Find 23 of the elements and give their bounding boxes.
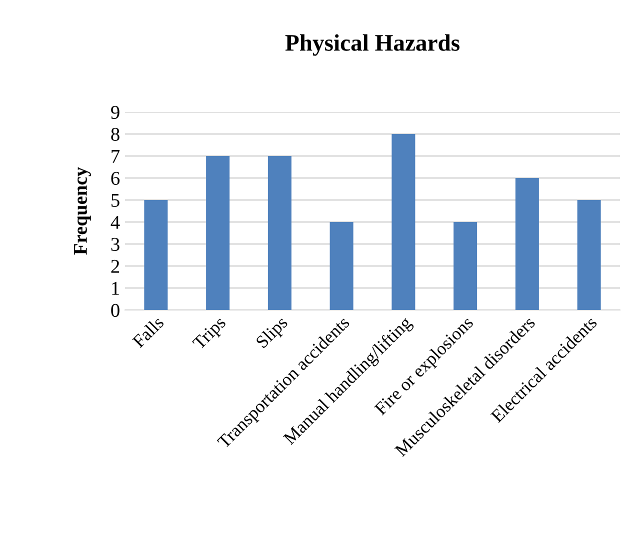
y-tick-label: 3 [111,238,120,251]
y-tick-label: 8 [111,128,120,141]
bar [268,156,292,310]
y-tick-label: 2 [111,260,120,273]
y-tick-label: 7 [112,150,120,163]
y-axis-title: Frequency [74,167,91,255]
x-tick-label: Trips [192,316,229,353]
y-tick-label: 9 [111,106,120,119]
bar [454,222,478,310]
bar [144,200,168,310]
y-tick-label: 4 [110,216,120,229]
x-tick-label: Slips [254,315,291,352]
y-tick-label: 6 [111,172,120,185]
y-tick-label: 5 [112,194,120,207]
x-tick-label: Falls [131,315,164,348]
chart-title: Physical Hazards [285,34,460,56]
bar [206,156,230,310]
y-tick-label: 1 [112,282,119,295]
y-tick-label: 0 [111,304,120,317]
bar [330,222,354,310]
bar [392,134,416,310]
bar [515,178,539,310]
bar [577,200,601,310]
